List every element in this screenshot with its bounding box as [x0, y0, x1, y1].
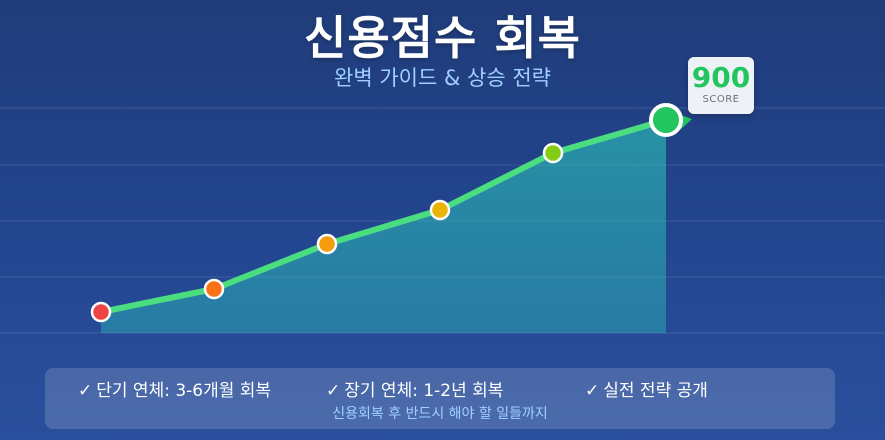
- chart-point: [542, 142, 564, 164]
- check-icon: ✓: [78, 381, 93, 401]
- score-label: SCORE: [702, 94, 740, 105]
- info-item-label: 장기 연체: 1-2년 회복: [344, 381, 504, 401]
- info-item-short-term: ✓ 단기 연체: 3-6개월 회복: [78, 376, 271, 401]
- chart-point-final: [649, 103, 683, 137]
- chart-point: [203, 278, 225, 300]
- check-icon: ✓: [326, 381, 341, 401]
- chart-line: [98, 117, 669, 315]
- info-item-label: 실전 전략 공개: [603, 381, 708, 401]
- chart-point: [90, 301, 112, 323]
- info-note: 신용회복 후 반드시 해야 할 일들까지: [332, 406, 548, 422]
- check-icon: ✓: [585, 381, 600, 401]
- info-item-strategy: ✓ 실전 전략 공개: [585, 376, 708, 401]
- info-box: ✓ 단기 연체: 3-6개월 회복 ✓ 장기 연체: 1-2년 회복 ✓ 실전 전략 …: [45, 368, 835, 429]
- score-badge: 900 SCORE: [688, 57, 754, 114]
- page-subtitle: 완벽 가이드 & 상승 전략: [334, 66, 551, 90]
- page-title: 신용점수 회복: [304, 11, 581, 65]
- chart-point: [429, 199, 451, 221]
- score-value: 900: [691, 61, 751, 94]
- chart-point: [316, 233, 338, 255]
- info-item-label: 단기 연체: 3-6개월 회복: [96, 381, 272, 401]
- info-item-long-term: ✓ 장기 연체: 1-2년 회복: [326, 376, 503, 401]
